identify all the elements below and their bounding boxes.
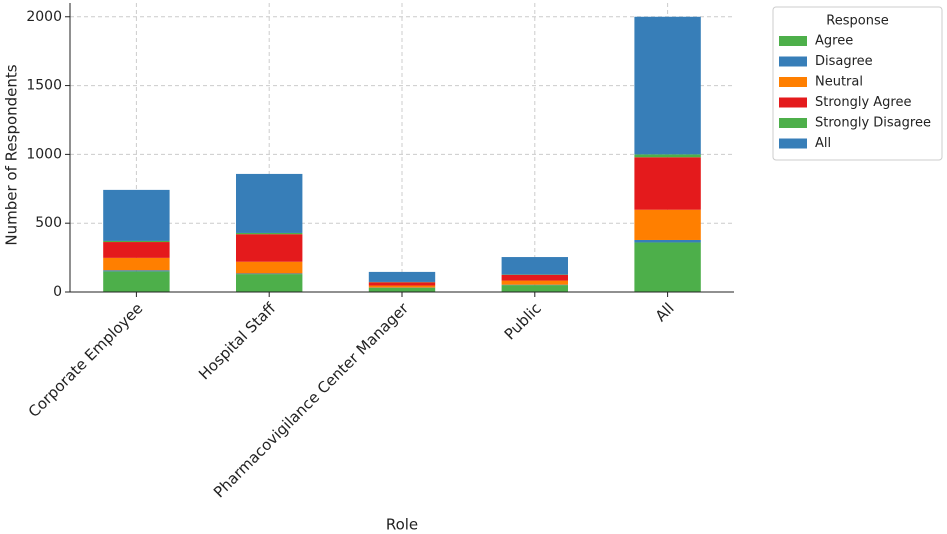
bar-segment (236, 232, 303, 235)
legend-swatch (779, 56, 807, 67)
legend-label: Neutral (815, 75, 863, 90)
x-axis-label: Role (386, 516, 418, 534)
bar-segment (368, 285, 436, 288)
bar-segment (501, 280, 568, 285)
bar-segment (368, 282, 436, 286)
bar-segment (103, 189, 170, 241)
bar-segment (236, 261, 303, 274)
bar-segment (103, 242, 170, 258)
bar-segment (634, 157, 701, 210)
bar-segment (634, 154, 701, 158)
legend-title: Response (826, 14, 888, 29)
y-tick-label: 0 (53, 284, 62, 300)
x-tick-label: All (652, 299, 678, 325)
bar-segment (103, 271, 170, 292)
bar-segment (236, 273, 303, 275)
y-axis-label: Number of Respondents (3, 64, 21, 245)
legend-label: Agree (815, 34, 853, 49)
x-tick-label: Hospital Staff (195, 299, 280, 384)
legend-label: Strongly Disagree (815, 116, 931, 131)
x-tick-label: Corporate Employee (25, 299, 147, 421)
bar-segment (236, 234, 303, 262)
legend-label: Disagree (815, 54, 873, 69)
bar-segment (501, 274, 568, 281)
y-tick-label: 2000 (26, 9, 62, 25)
y-tick-label: 1500 (26, 78, 62, 94)
legend-swatch (779, 138, 807, 149)
bar-segment (501, 285, 568, 292)
legend-label: All (815, 136, 831, 151)
x-tick-label: Public (501, 299, 545, 343)
legend-swatch (779, 118, 807, 128)
bar-segment (103, 257, 170, 271)
bar-segment (368, 287, 436, 292)
bar-segment (634, 242, 701, 292)
legend-box (772, 6, 943, 161)
legend-swatch (779, 77, 807, 87)
y-tick-label: 1000 (26, 146, 62, 162)
legend-label: Strongly Agree (815, 95, 912, 110)
legend-swatch (779, 36, 807, 46)
bar-segment (634, 209, 701, 240)
bar-segment (501, 257, 568, 275)
bar-segment (634, 239, 701, 243)
bar-segment (236, 173, 303, 233)
bar-segment (236, 274, 303, 292)
bar-segment (103, 270, 170, 272)
y-tick-label: 500 (35, 215, 62, 231)
bar-segment (634, 16, 701, 155)
bar-segment (103, 240, 170, 243)
legend-swatch (779, 97, 807, 108)
bar-segment (368, 271, 436, 282)
